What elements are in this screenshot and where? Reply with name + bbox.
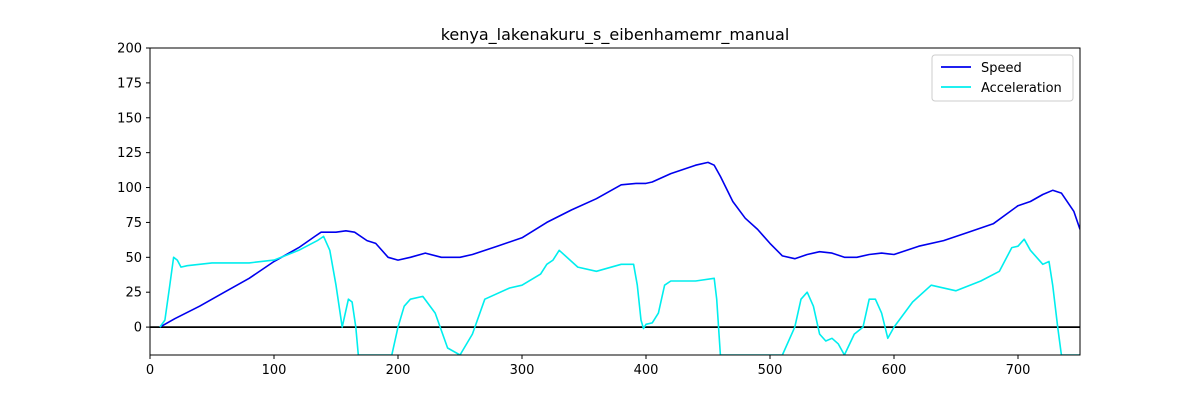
- legend-label-acceleration: Acceleration: [981, 81, 1062, 96]
- y-tick-label: 75: [125, 216, 142, 231]
- x-tick-label: 700: [1006, 363, 1031, 378]
- series-line-speed: [159, 161, 1080, 328]
- x-tick-label: 500: [758, 363, 783, 378]
- y-tick-label: 200: [117, 42, 142, 57]
- y-tick-label: 100: [117, 181, 142, 196]
- y-tick-label: 25: [125, 286, 142, 301]
- x-tick-label: 300: [510, 363, 535, 378]
- y-tick-label: 125: [117, 146, 142, 161]
- x-tick-label: 600: [882, 363, 907, 378]
- x-tick-label: 400: [634, 363, 659, 378]
- y-tick-label: 150: [117, 111, 142, 126]
- x-tick-label: 0: [146, 363, 154, 378]
- y-tick-label: 0: [134, 321, 142, 336]
- legend: Speed Acceleration: [931, 54, 1074, 102]
- y-tick-label: 50: [125, 251, 142, 266]
- series-line-acceleration: [159, 235, 1080, 355]
- legend-label-speed: Speed: [981, 61, 1022, 76]
- y-tick-label: 175: [117, 76, 142, 91]
- x-tick-label: 200: [386, 363, 411, 378]
- x-tick-label: 100: [262, 363, 287, 378]
- plot-frame: [149, 47, 1081, 356]
- chart-title: kenya_lakenakuru_s_eibenhamemr_manual: [441, 25, 790, 45]
